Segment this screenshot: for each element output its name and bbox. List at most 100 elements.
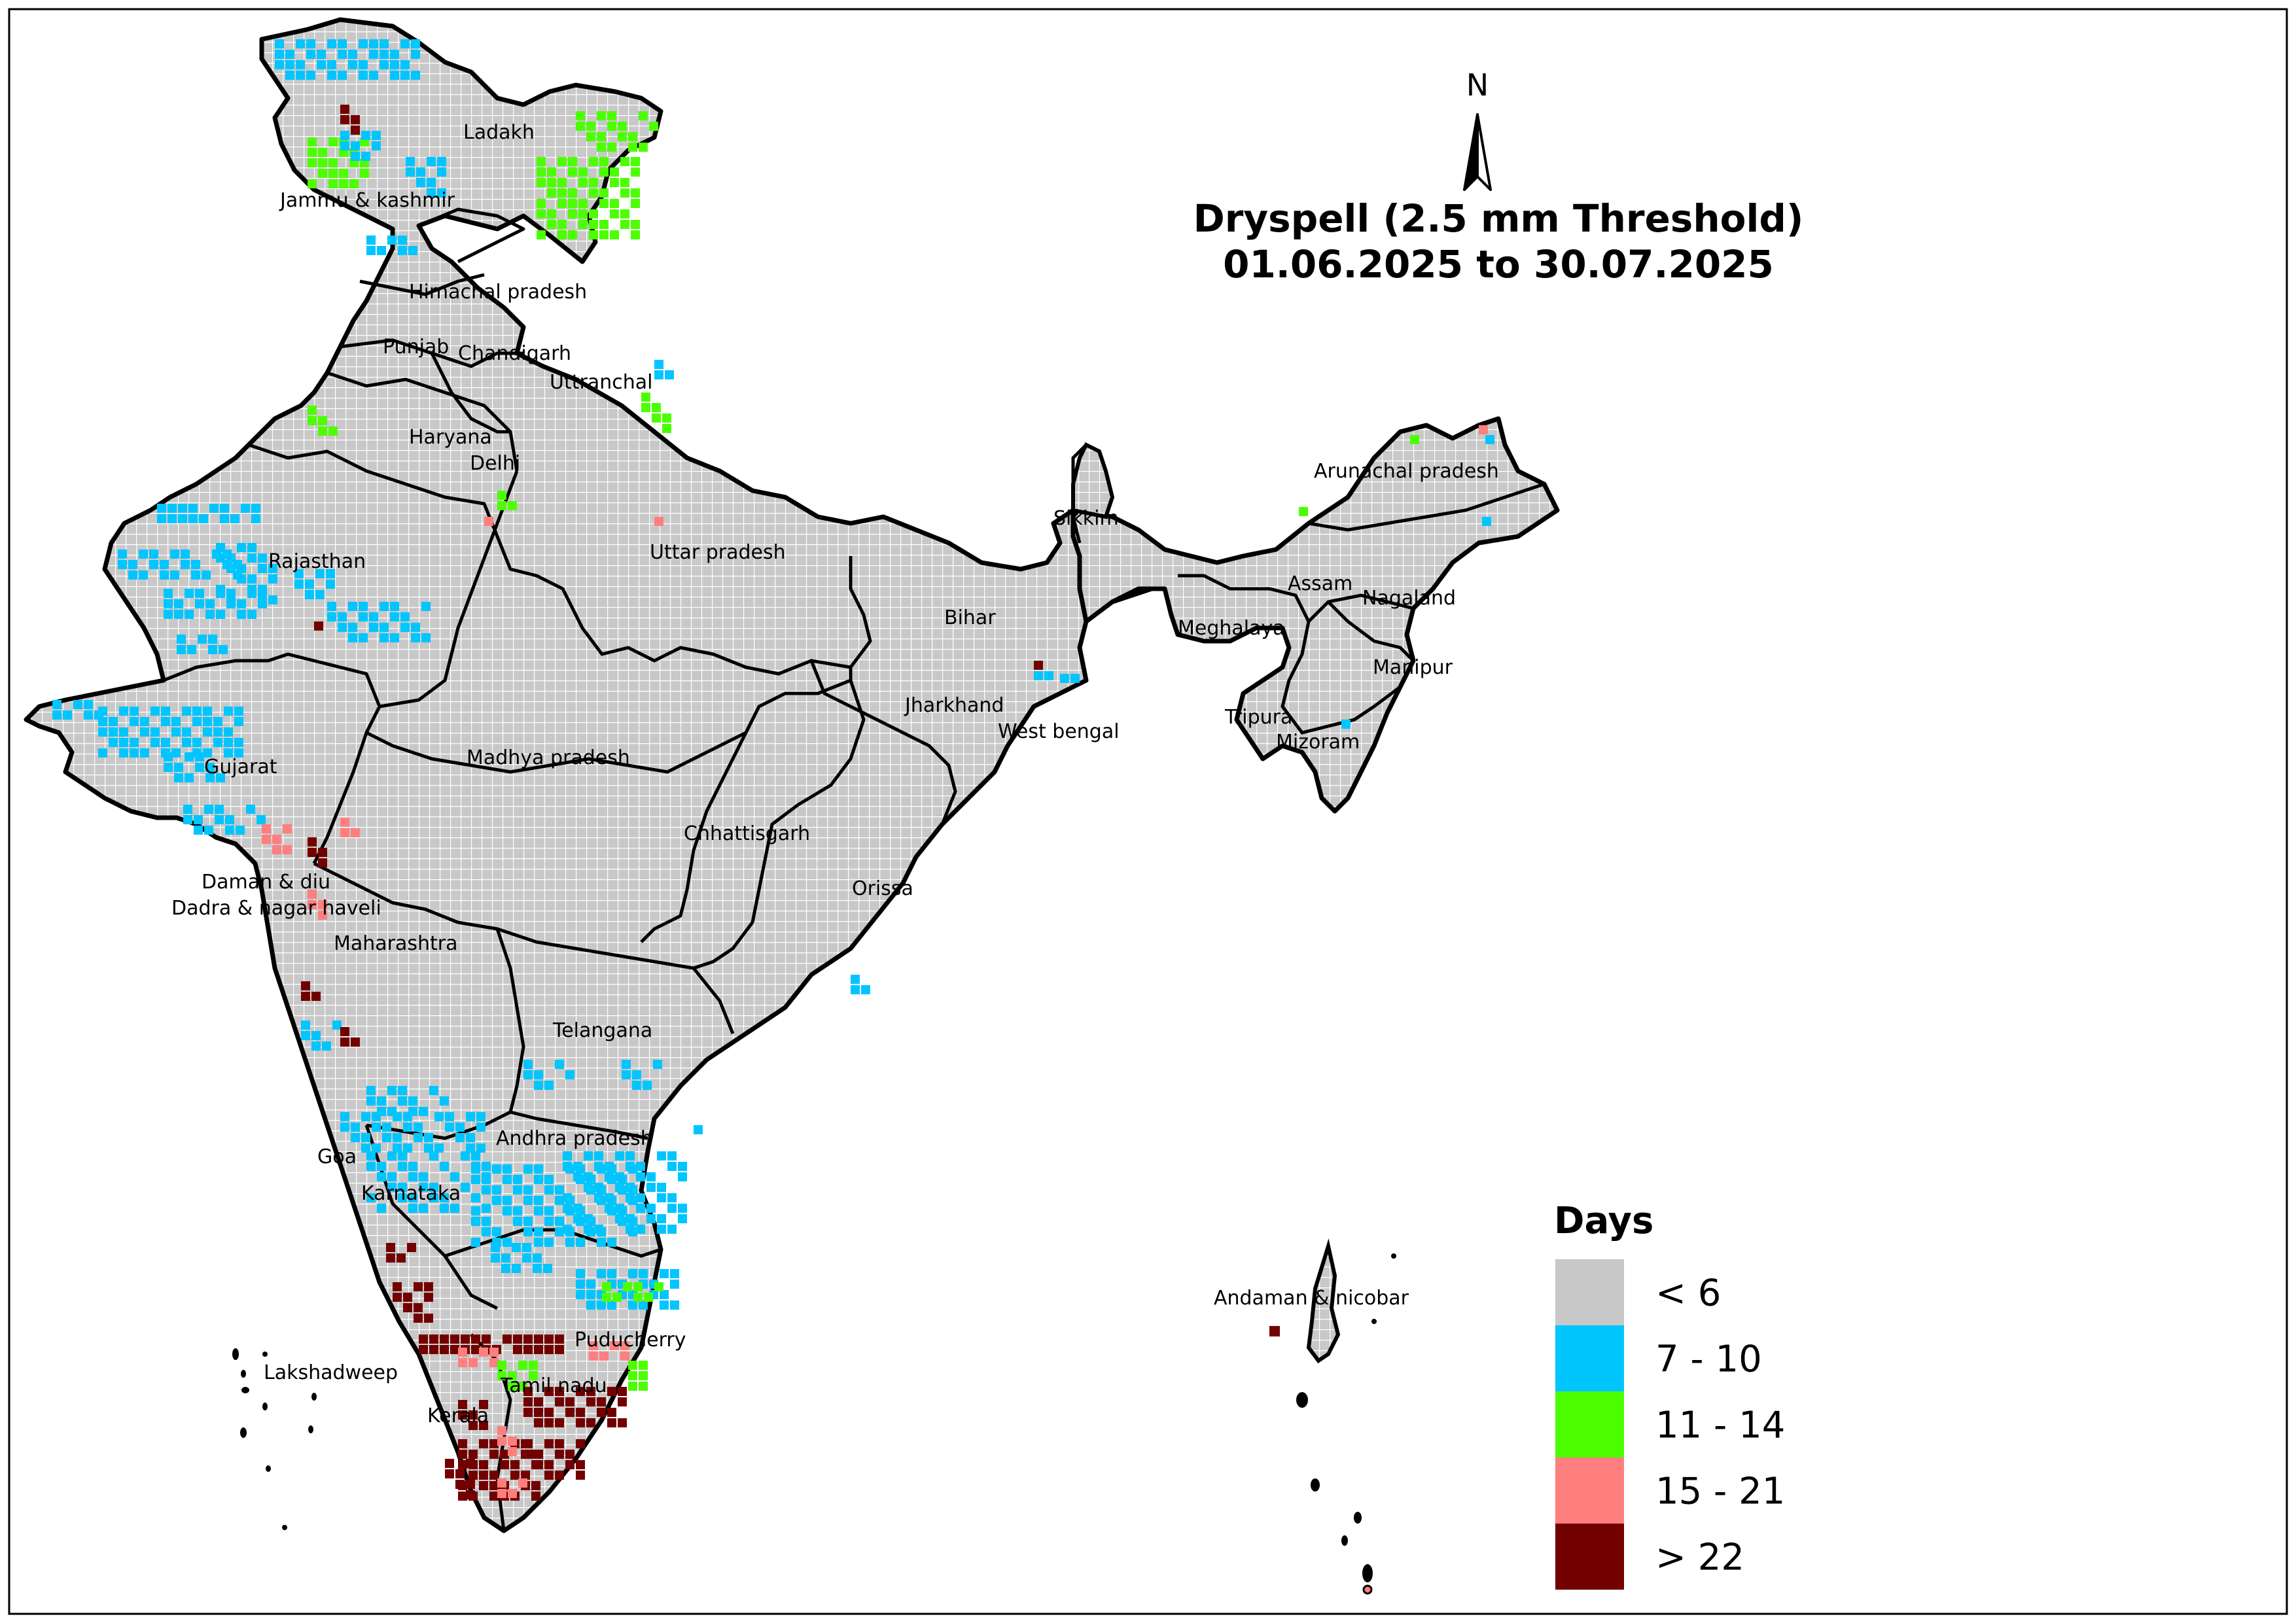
cell-class-4 xyxy=(576,1439,585,1448)
cell-class-1 xyxy=(503,1238,512,1247)
cell-class-1 xyxy=(311,1041,321,1051)
cell-class-1 xyxy=(584,1214,593,1223)
cell-class-1 xyxy=(216,585,225,594)
andaman-nicobar-islands xyxy=(1269,1238,1396,1595)
cell-class-1 xyxy=(523,1217,533,1226)
cell-class-2 xyxy=(1410,435,1419,444)
cell-class-1 xyxy=(351,1123,360,1132)
cell-class-1 xyxy=(424,1143,433,1153)
cell-class-1 xyxy=(605,1172,614,1181)
cell-class-1 xyxy=(398,1183,407,1192)
cell-class-1 xyxy=(185,752,194,761)
cell-class-2 xyxy=(537,209,546,218)
cell-class-1 xyxy=(258,564,267,573)
cell-class-1 xyxy=(348,633,357,642)
cell-class-1 xyxy=(576,1238,585,1247)
cell-class-1 xyxy=(660,1269,669,1278)
cell-class-1 xyxy=(665,370,674,379)
label-orissa: Orissa xyxy=(852,877,913,900)
cell-class-1 xyxy=(387,1086,397,1095)
cell-class-4 xyxy=(445,1469,454,1478)
cell-class-1 xyxy=(130,717,139,726)
cell-class-1 xyxy=(607,1269,616,1278)
cell-class-1 xyxy=(338,71,347,80)
cell-class-1 xyxy=(398,1086,407,1095)
cell-class-4 xyxy=(576,1418,585,1427)
cell-class-1 xyxy=(622,1060,631,1069)
cell-class-4 xyxy=(351,126,360,135)
cell-class-1 xyxy=(216,610,225,619)
cell-class-1 xyxy=(639,1300,648,1310)
cell-class-1 xyxy=(632,1081,641,1090)
cell-class-1 xyxy=(400,612,410,621)
cell-class-1 xyxy=(84,710,93,720)
cell-class-4 xyxy=(455,1480,465,1489)
label-ladakh: Ladakh xyxy=(463,121,535,144)
cell-class-2 xyxy=(607,122,616,131)
cell-class-1 xyxy=(466,1133,475,1142)
cell-class-4 xyxy=(419,1345,428,1354)
cell-class-4 xyxy=(534,1450,543,1459)
cell-class-3 xyxy=(508,1437,517,1446)
cell-class-2 xyxy=(1299,507,1308,516)
cell-class-1 xyxy=(1034,671,1043,680)
cell-class-4 xyxy=(468,1410,478,1420)
cell-class-2 xyxy=(308,148,317,157)
cell-class-1 xyxy=(576,1290,585,1299)
cell-class-1 xyxy=(326,569,335,578)
cell-class-2 xyxy=(318,148,327,157)
cell-class-1 xyxy=(251,514,260,523)
cell-class-1 xyxy=(181,550,190,559)
cell-class-1 xyxy=(296,39,305,48)
cell-class-2 xyxy=(508,1371,517,1380)
cell-class-4 xyxy=(544,1335,554,1344)
cell-class-4 xyxy=(489,1492,499,1501)
cell-class-1 xyxy=(338,612,347,621)
cell-class-3 xyxy=(468,1358,478,1367)
cell-class-1 xyxy=(246,805,255,814)
cell-class-1 xyxy=(563,1204,572,1213)
cell-class-1 xyxy=(348,623,357,632)
cell-class-2 xyxy=(607,111,616,120)
cell-class-1 xyxy=(215,815,224,824)
cell-class-1 xyxy=(208,635,217,644)
cell-class-2 xyxy=(308,406,317,415)
cell-class-2 xyxy=(589,209,598,218)
cell-class-1 xyxy=(171,748,181,758)
cell-class-1 xyxy=(150,727,160,737)
cell-class-2 xyxy=(628,143,637,152)
cell-class-4 xyxy=(555,1345,564,1354)
cell-class-1 xyxy=(98,748,107,758)
cell-class-1 xyxy=(450,1204,459,1213)
cell-class-2 xyxy=(547,178,556,187)
cell-class-1 xyxy=(372,131,381,140)
cell-class-1 xyxy=(450,1172,459,1181)
map-frame xyxy=(8,8,2288,1615)
cell-class-1 xyxy=(301,1031,310,1040)
cell-class-1 xyxy=(84,700,93,709)
cell-class-1 xyxy=(226,564,236,573)
cell-class-4 xyxy=(565,1408,574,1417)
cell-class-2 xyxy=(529,1371,538,1380)
cell-class-1 xyxy=(157,504,166,513)
cell-class-1 xyxy=(626,1162,635,1171)
cell-class-3 xyxy=(458,1358,467,1367)
cell-class-1 xyxy=(226,553,236,563)
cell-class-1 xyxy=(429,1086,438,1095)
cell-class-4 xyxy=(510,1471,520,1480)
cell-class-4 xyxy=(386,1253,395,1263)
cell-class-1 xyxy=(340,1112,349,1121)
cell-class-4 xyxy=(386,1243,395,1252)
cell-class-1 xyxy=(361,1143,370,1153)
cell-class-1 xyxy=(615,1151,624,1161)
cell-class-1 xyxy=(224,727,233,737)
label-andhra-pradesh: Andhra pradesh xyxy=(496,1127,653,1150)
lakshadweep-islands xyxy=(232,1348,317,1530)
cell-class-2 xyxy=(599,188,609,198)
cell-class-1 xyxy=(646,1214,656,1223)
cell-class-1 xyxy=(393,1143,402,1153)
cell-class-2 xyxy=(586,132,595,141)
cell-class-1 xyxy=(382,1133,391,1142)
cell-class-1 xyxy=(534,1227,543,1236)
cell-class-2 xyxy=(631,199,640,208)
